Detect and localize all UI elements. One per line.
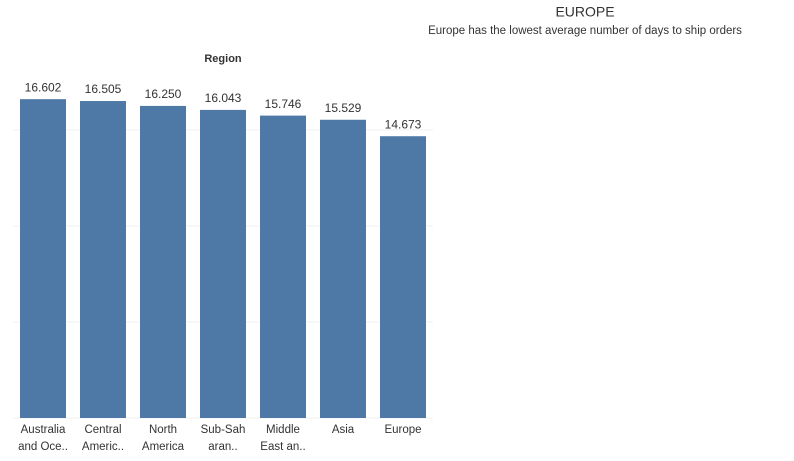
bar bbox=[140, 105, 186, 418]
chart-title: EUROPE bbox=[555, 4, 614, 20]
value-label: 16.043 bbox=[205, 91, 242, 105]
x-tick-label: Asia bbox=[332, 424, 355, 436]
x-tick-label: Americ.. bbox=[82, 441, 124, 453]
x-tick-label: North bbox=[149, 424, 177, 436]
value-label: 16.505 bbox=[85, 82, 122, 96]
value-label: 16.602 bbox=[25, 80, 62, 94]
x-tick-label: Australia bbox=[21, 424, 66, 436]
x-tick-label: Europe bbox=[384, 424, 421, 436]
bar bbox=[20, 99, 66, 418]
x-tick-label: America bbox=[142, 441, 185, 453]
bar bbox=[320, 119, 366, 418]
x-header: Region bbox=[204, 53, 242, 65]
chart-subtitle: Europe has the lowest average number of … bbox=[428, 25, 742, 37]
bar bbox=[200, 109, 246, 418]
value-label: 14.673 bbox=[385, 117, 422, 131]
x-tick-label: and Oce.. bbox=[18, 441, 68, 453]
value-label: 15.746 bbox=[265, 97, 302, 111]
value-label: 15.529 bbox=[325, 101, 362, 115]
x-tick-label: Middle bbox=[266, 424, 300, 436]
value-label: 16.250 bbox=[145, 87, 182, 101]
bar bbox=[80, 101, 126, 418]
x-tick-label: Sub-Sah bbox=[201, 424, 246, 436]
x-tick-label: East an.. bbox=[260, 441, 305, 453]
x-tick-label: aran.. bbox=[208, 441, 237, 453]
bar bbox=[260, 115, 306, 418]
x-tick-label: Central bbox=[84, 424, 121, 436]
bar bbox=[380, 136, 426, 418]
